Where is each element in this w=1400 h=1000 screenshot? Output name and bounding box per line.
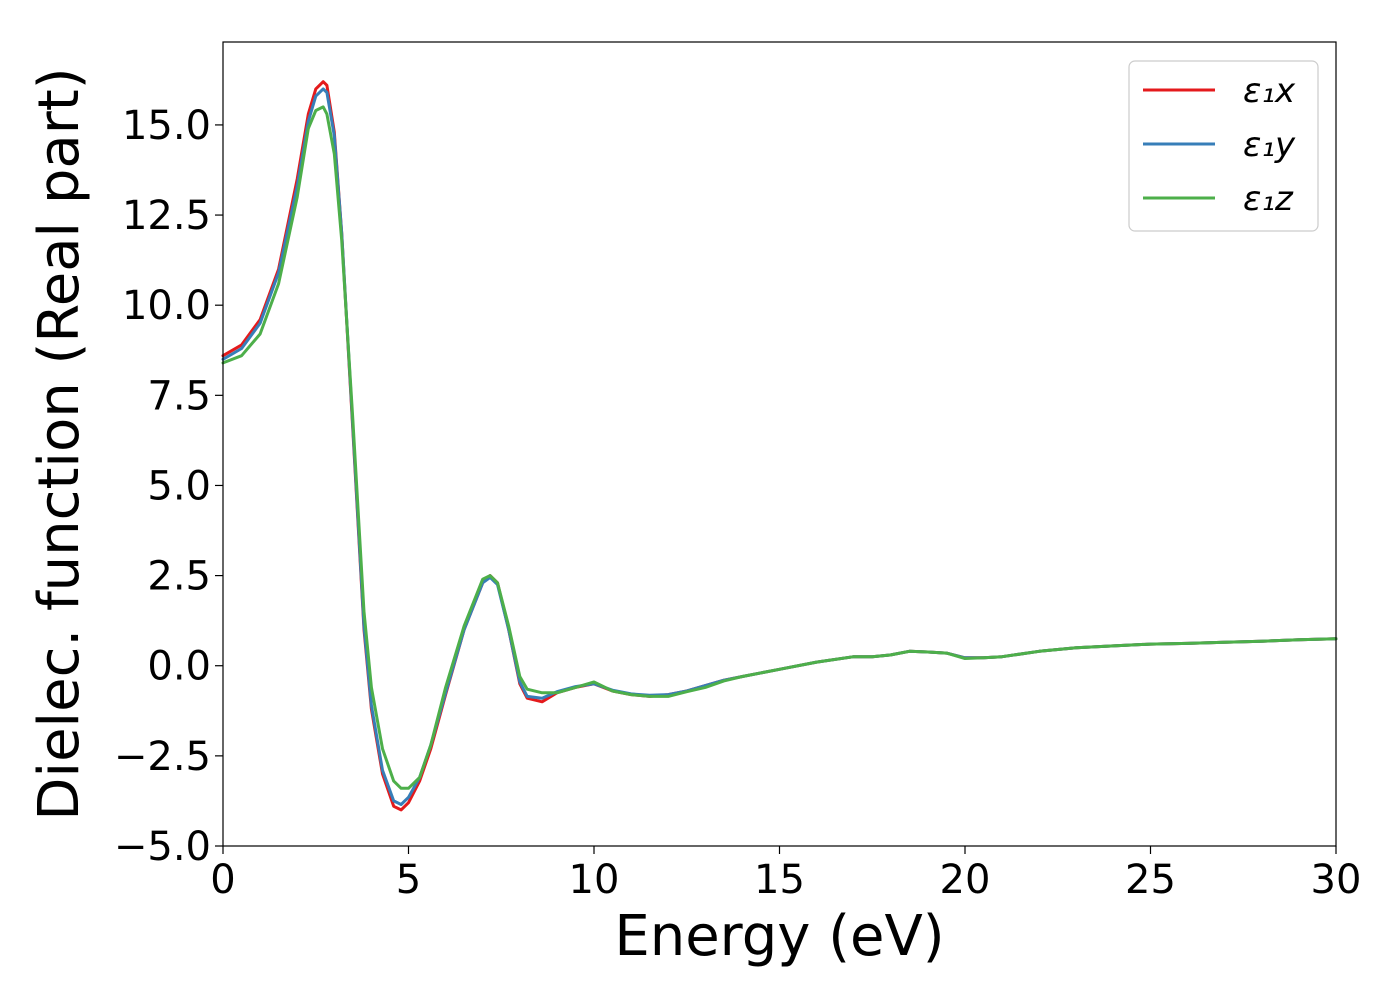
x-tick-label: 30	[1311, 857, 1362, 903]
x-tick-label: 25	[1125, 857, 1176, 903]
y-tick-label: 7.5	[147, 373, 211, 419]
legend: ε₁x ε₁y ε₁z	[1128, 60, 1319, 232]
x-axis-title: Energy (eV)	[614, 904, 944, 969]
x-tick-label: 20	[940, 857, 991, 903]
x-tick-label: 15	[754, 857, 805, 903]
legend-label-3: ε₁z	[1243, 179, 1294, 219]
x-tick-label: 5	[396, 857, 421, 903]
y-tick-label: 2.5	[147, 554, 211, 600]
y-tick-label: 0.0	[147, 644, 211, 690]
y-tick-label: 12.5	[122, 193, 211, 239]
y-tick-label: 15.0	[122, 103, 211, 149]
y-axis-title: Dielec. function (Real part)	[27, 67, 92, 820]
y-tick-label: 5.0	[147, 463, 211, 509]
x-axis: 0 5 10 15 20 25 30	[210, 846, 1361, 903]
x-tick-label: 0	[210, 857, 235, 903]
legend-label-2: ε₁y	[1243, 125, 1296, 165]
y-tick-label: −5.0	[114, 824, 211, 870]
y-tick-label: 10.0	[122, 283, 211, 329]
legend-box	[1128, 60, 1319, 232]
x-tick-label: 10	[569, 857, 620, 903]
y-axis: −5.0 −2.5 0.0 2.5 5.0 7.5 10.0 12.5 15.0	[114, 103, 223, 870]
series-line-3	[221, 105, 1338, 790]
series-layer	[221, 80, 1338, 812]
legend-label-1: ε₁x	[1243, 71, 1296, 111]
y-tick-label: −2.5	[114, 734, 211, 780]
